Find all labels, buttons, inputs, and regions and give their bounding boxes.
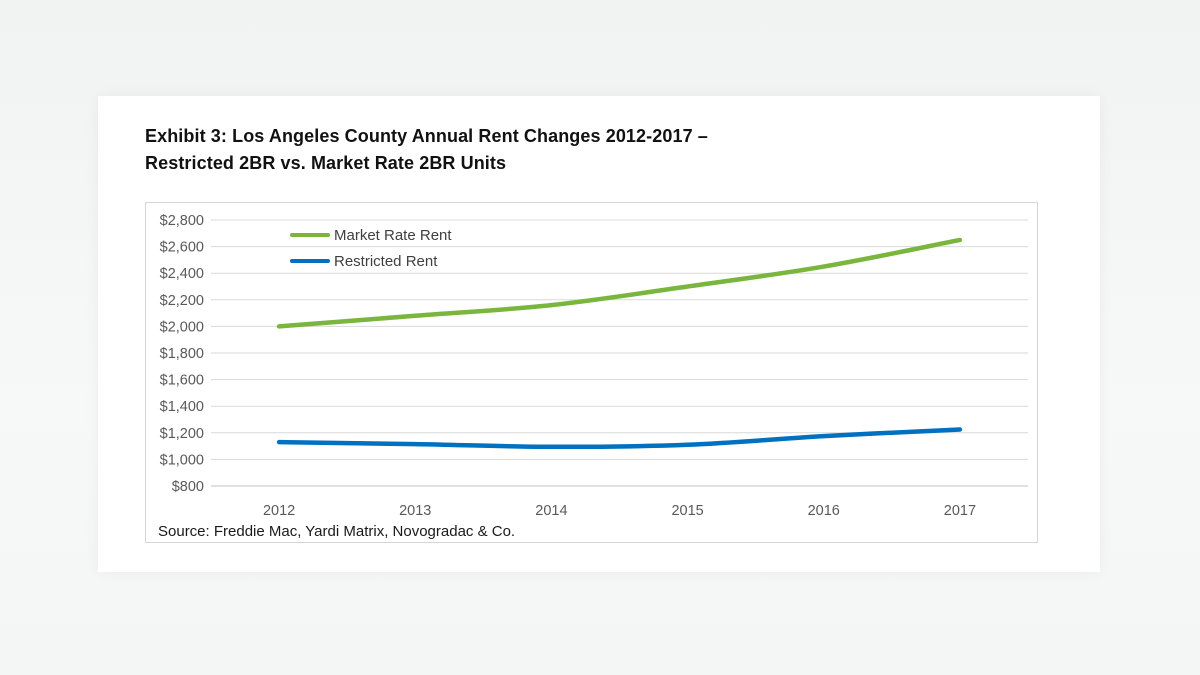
- legend-label-market-rate: Market Rate Rent: [334, 226, 452, 244]
- chart-title-line2: Restricted 2BR vs. Market Rate 2BR Units: [145, 153, 507, 173]
- document-panel: Exhibit 3: Los Angeles County Annual Ren…: [98, 96, 1100, 572]
- rent-line-chart: $2,800 $2,600 $2,400 $2,200 $2,000 $1,800 $1,6…: [160, 213, 1028, 519]
- restricted-line-swatch: [290, 258, 330, 264]
- y-tick-label: $2,800: [160, 213, 204, 229]
- x-tick-label: 2013: [399, 503, 431, 519]
- y-tick-label: $1,600: [160, 373, 204, 389]
- y-tick-label: $2,400: [160, 266, 204, 282]
- x-tick-label: 2012: [263, 503, 295, 519]
- chart-title: Exhibit 3: Los Angeles County Annual Ren…: [145, 123, 708, 177]
- chart-frame: $2,800 $2,600 $2,400 $2,200 $2,000 $1,800 $1,6…: [145, 202, 1038, 543]
- legend-label-restricted: Restricted Rent: [334, 252, 438, 270]
- y-tick-label: $2,200: [160, 293, 204, 309]
- x-tick-label: 2014: [535, 503, 567, 519]
- source-note: Source: Freddie Mac, Yardi Matrix, Novog…: [158, 523, 516, 540]
- market-rate-line-swatch: [290, 232, 330, 238]
- legend-item-market-rate: Market Rate Rent: [290, 222, 452, 248]
- chart-title-line1: Exhibit 3: Los Angeles County Annual Ren…: [145, 126, 708, 146]
- x-tick-label: 2017: [944, 503, 976, 519]
- x-tick-label: 2015: [671, 503, 703, 519]
- y-tick-label: $1,800: [160, 346, 204, 362]
- y-tick-label: $1,400: [160, 399, 204, 415]
- y-tick-label: $1,200: [160, 426, 204, 442]
- y-tick-label: $2,600: [160, 240, 204, 256]
- y-tick-label: $800: [172, 479, 204, 495]
- x-tick-label: 2016: [808, 503, 840, 519]
- chart-legend: Market Rate Rent Restricted Rent: [290, 222, 452, 274]
- series-line-restricted-rent: [276, 427, 963, 450]
- legend-item-restricted: Restricted Rent: [290, 248, 452, 274]
- series-line-market-rate-rent: [276, 237, 963, 329]
- y-tick-label: $2,000: [160, 319, 204, 335]
- y-tick-label: $1,000: [160, 452, 204, 468]
